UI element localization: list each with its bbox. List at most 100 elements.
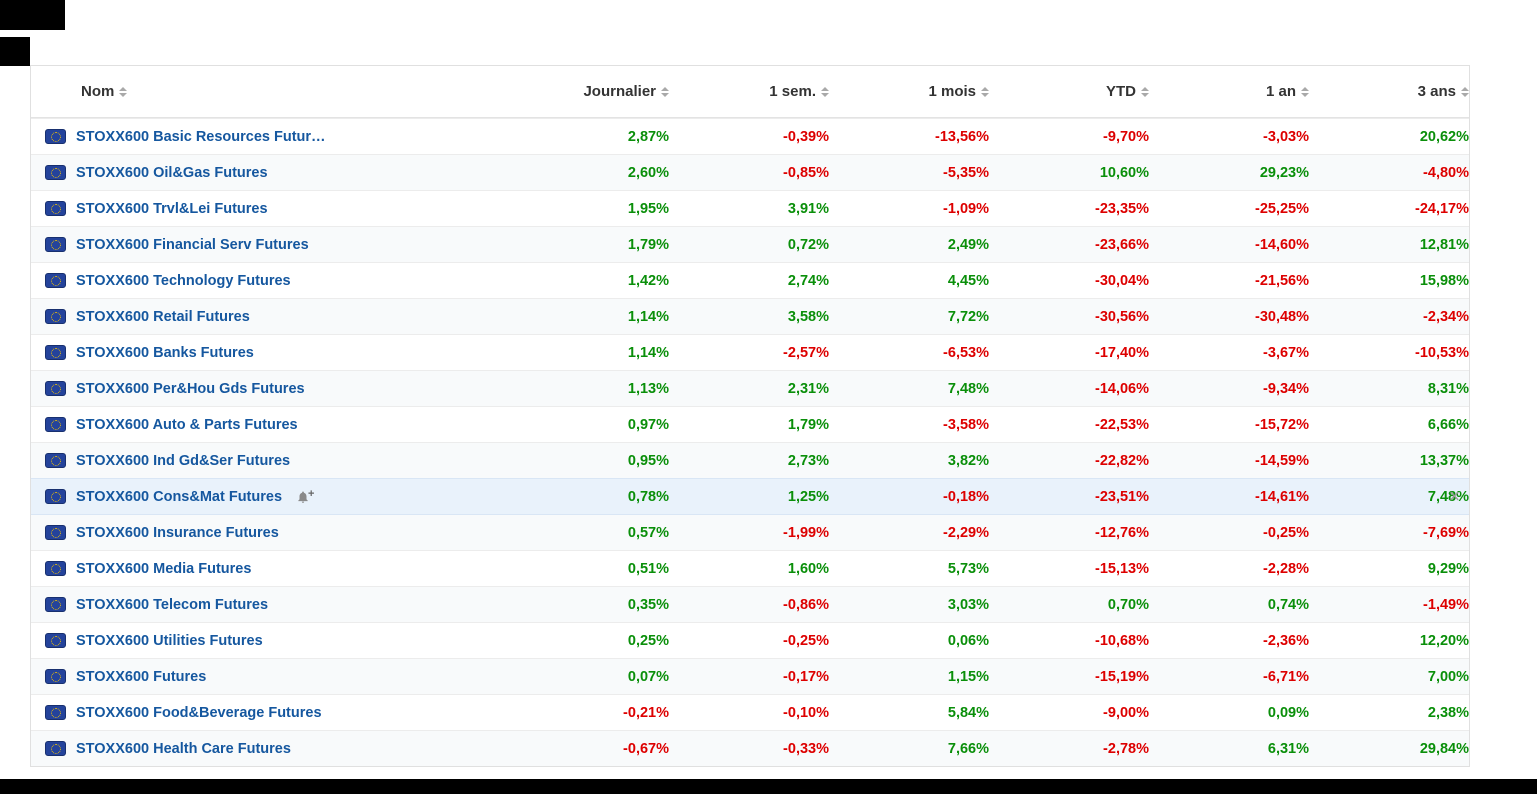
instrument-link[interactable]: STOXX600 Food&Beverage Futures <box>76 704 322 721</box>
table-row[interactable]: STOXX600 Futures 0,07% -0,17% 1,15% -15,19% -… <box>31 658 1469 694</box>
instrument-link[interactable]: STOXX600 Basic Resources Futur… <box>76 128 326 145</box>
table-row[interactable]: STOXX600 Trvl&Lei Futures 1,95% 3,91% -1,09… <box>31 190 1469 226</box>
column-header-1-mois[interactable]: 1 mois <box>829 83 989 100</box>
redacted-block-left <box>0 37 30 66</box>
instrument-link[interactable]: STOXX600 Utilities Futures <box>76 632 263 649</box>
eu-flag-icon <box>45 453 66 468</box>
value-cell-1-an: -25,25% <box>1254 200 1309 217</box>
eu-flag-icon <box>45 345 66 360</box>
value-cell-journalier: -0,21% <box>623 704 669 721</box>
table-row[interactable]: STOXX600 Utilities Futures 0,25% -0,25% 0,0… <box>31 622 1469 658</box>
value-cell-1-mois: -13,56% <box>934 128 989 145</box>
instrument-link[interactable]: STOXX600 Per&Hou Gds Futures <box>76 380 305 397</box>
value-cell-1-sem: -0,17% <box>783 668 829 685</box>
value-cell-1-sem: 2,73% <box>787 452 829 469</box>
eu-flag-icon <box>45 597 66 612</box>
value-cell-journalier: 0,51% <box>627 560 669 577</box>
value-cell-1-mois: 3,82% <box>947 452 989 469</box>
instrument-link[interactable]: STOXX600 Oil&Gas Futures <box>76 164 268 181</box>
value-cell-1-mois: -5,35% <box>943 164 989 181</box>
column-header-nom[interactable]: Nom <box>31 83 509 100</box>
eu-flag-icon <box>45 129 66 144</box>
table-row[interactable]: STOXX600 Media Futures 0,51% 1,60% 5,73% -15… <box>31 550 1469 586</box>
value-cell-3-ans: -2,34% <box>1423 308 1469 325</box>
value-cell-1-mois: 2,49% <box>947 236 989 253</box>
value-cell-journalier: 0,95% <box>627 452 669 469</box>
table-row[interactable]: STOXX600 Financial Serv Futures 1,79% 0,72… <box>31 226 1469 262</box>
sort-icon[interactable] <box>981 86 989 97</box>
sort-icon[interactable] <box>821 86 829 97</box>
value-cell-journalier: 2,87% <box>627 128 669 145</box>
instrument-link[interactable]: STOXX600 Ind Gd&Ser Futures <box>76 452 291 469</box>
value-cell-journalier: 1,42% <box>627 272 669 289</box>
instrument-name-cell: STOXX600 Health Care Futures <box>31 741 509 757</box>
column-header-1-an[interactable]: 1 an <box>1149 83 1309 100</box>
value-cell-1-mois: 7,48% <box>947 380 989 397</box>
eu-flag-icon <box>45 201 66 216</box>
value-cell-1-sem: 2,74% <box>787 272 829 289</box>
table-row[interactable]: STOXX600 Auto & Parts Futures 0,97% 1,79% -… <box>31 406 1469 442</box>
sort-icon[interactable] <box>1141 86 1149 97</box>
table-row[interactable]: STOXX600 Basic Resources Futur… 2,87% -0,3… <box>31 118 1469 154</box>
value-cell-1-sem: -0,33% <box>783 740 829 757</box>
close-icon[interactable]: × <box>1448 486 1460 507</box>
instrument-link[interactable]: STOXX600 Telecom Futures <box>76 596 269 613</box>
value-cell-journalier: 1,95% <box>627 200 669 217</box>
eu-flag-icon <box>45 417 66 432</box>
table-row[interactable]: STOXX600 Telecom Futures 0,35% -0,86% 3,03%… <box>31 586 1469 622</box>
value-cell-1-sem: -1,99% <box>783 524 829 541</box>
table-row[interactable]: STOXX600 Food&Beverage Futures -0,21% -0,1… <box>31 694 1469 730</box>
value-cell-journalier: 0,25% <box>627 632 669 649</box>
instrument-link[interactable]: STOXX600 Cons&Mat Futures <box>76 488 283 505</box>
value-cell-journalier: 1,14% <box>627 308 669 325</box>
table-row[interactable]: STOXX600 Health Care Futures -0,67% -0,33%… <box>31 730 1469 766</box>
column-header-journalier[interactable]: Journalier <box>509 83 669 100</box>
sort-icon[interactable] <box>661 86 669 97</box>
instrument-link[interactable]: STOXX600 Trvl&Lei Futures <box>76 200 268 217</box>
value-cell-journalier: 2,60% <box>627 164 669 181</box>
table-row[interactable]: STOXX600 Insurance Futures 0,57% -1,99% -2,… <box>31 514 1469 550</box>
table-row[interactable]: STOXX600 Ind Gd&Ser Futures 0,95% 2,73% 3,8… <box>31 442 1469 478</box>
sort-icon[interactable] <box>1301 86 1309 97</box>
add-alert-bell-icon[interactable]: + <box>296 488 314 504</box>
column-header-label: 1 an <box>1265 83 1296 100</box>
value-cell-1-an: 29,23% <box>1259 164 1309 181</box>
value-cell-3-ans: -1,49% <box>1423 596 1469 613</box>
value-cell-3-ans: -7,69% <box>1423 524 1469 541</box>
value-cell-1-sem: 1,60% <box>787 560 829 577</box>
instrument-link[interactable]: STOXX600 Futures <box>76 668 207 685</box>
instrument-link[interactable]: STOXX600 Insurance Futures <box>76 524 279 541</box>
value-cell-3-ans: 7,48% <box>1427 488 1469 505</box>
value-cell-3-ans: -24,17% <box>1414 200 1469 217</box>
value-cell-1-sem: 0,72% <box>787 236 829 253</box>
column-header-3-ans[interactable]: 3 ans <box>1309 83 1469 100</box>
table-row[interactable]: STOXX600 Per&Hou Gds Futures 1,13% 2,31% 7,… <box>31 370 1469 406</box>
value-cell-3-ans: 12,81% <box>1419 236 1469 253</box>
instrument-link[interactable]: STOXX600 Banks Futures <box>76 344 254 361</box>
column-header-ytd[interactable]: YTD <box>989 83 1149 100</box>
table-row[interactable]: STOXX600 Banks Futures 1,14% -2,57% -6,53% -… <box>31 334 1469 370</box>
value-cell-ytd: -9,00% <box>1103 704 1149 721</box>
table-row[interactable]: STOXX600 Oil&Gas Futures 2,60% -0,85% -5,35… <box>31 154 1469 190</box>
eu-flag-icon <box>45 165 66 180</box>
table-row[interactable]: STOXX600 Technology Futures 1,42% 2,74% 4,4… <box>31 262 1469 298</box>
instrument-name-cell: STOXX600 Oil&Gas Futures <box>31 165 509 181</box>
instrument-link[interactable]: STOXX600 Auto & Parts Futures <box>76 416 298 433</box>
instrument-link[interactable]: STOXX600 Technology Futures <box>76 272 291 289</box>
instrument-link[interactable]: STOXX600 Retail Futures <box>76 308 250 325</box>
instrument-link[interactable]: STOXX600 Financial Serv Futures <box>76 236 309 253</box>
sort-icon[interactable] <box>1461 86 1469 97</box>
table-row[interactable]: STOXX600 Cons&Mat Futures +0,78% 1,25% -0,1… <box>31 478 1469 514</box>
value-cell-ytd: -15,19% <box>1094 668 1149 685</box>
instrument-link[interactable]: STOXX600 Health Care Futures <box>76 740 291 757</box>
value-cell-1-an: -9,34% <box>1263 380 1309 397</box>
value-cell-1-mois: 1,15% <box>947 668 989 685</box>
eu-flag-icon <box>45 633 66 648</box>
value-cell-ytd: -12,76% <box>1094 524 1149 541</box>
column-header-label: YTD <box>1106 83 1136 100</box>
instrument-link[interactable]: STOXX600 Media Futures <box>76 560 252 577</box>
sort-icon[interactable] <box>119 86 128 97</box>
column-header-1-sem[interactable]: 1 sem. <box>669 83 829 100</box>
table-row[interactable]: STOXX600 Retail Futures 1,14% 3,58% 7,72% -3… <box>31 298 1469 334</box>
value-cell-1-mois: 3,03% <box>947 596 989 613</box>
